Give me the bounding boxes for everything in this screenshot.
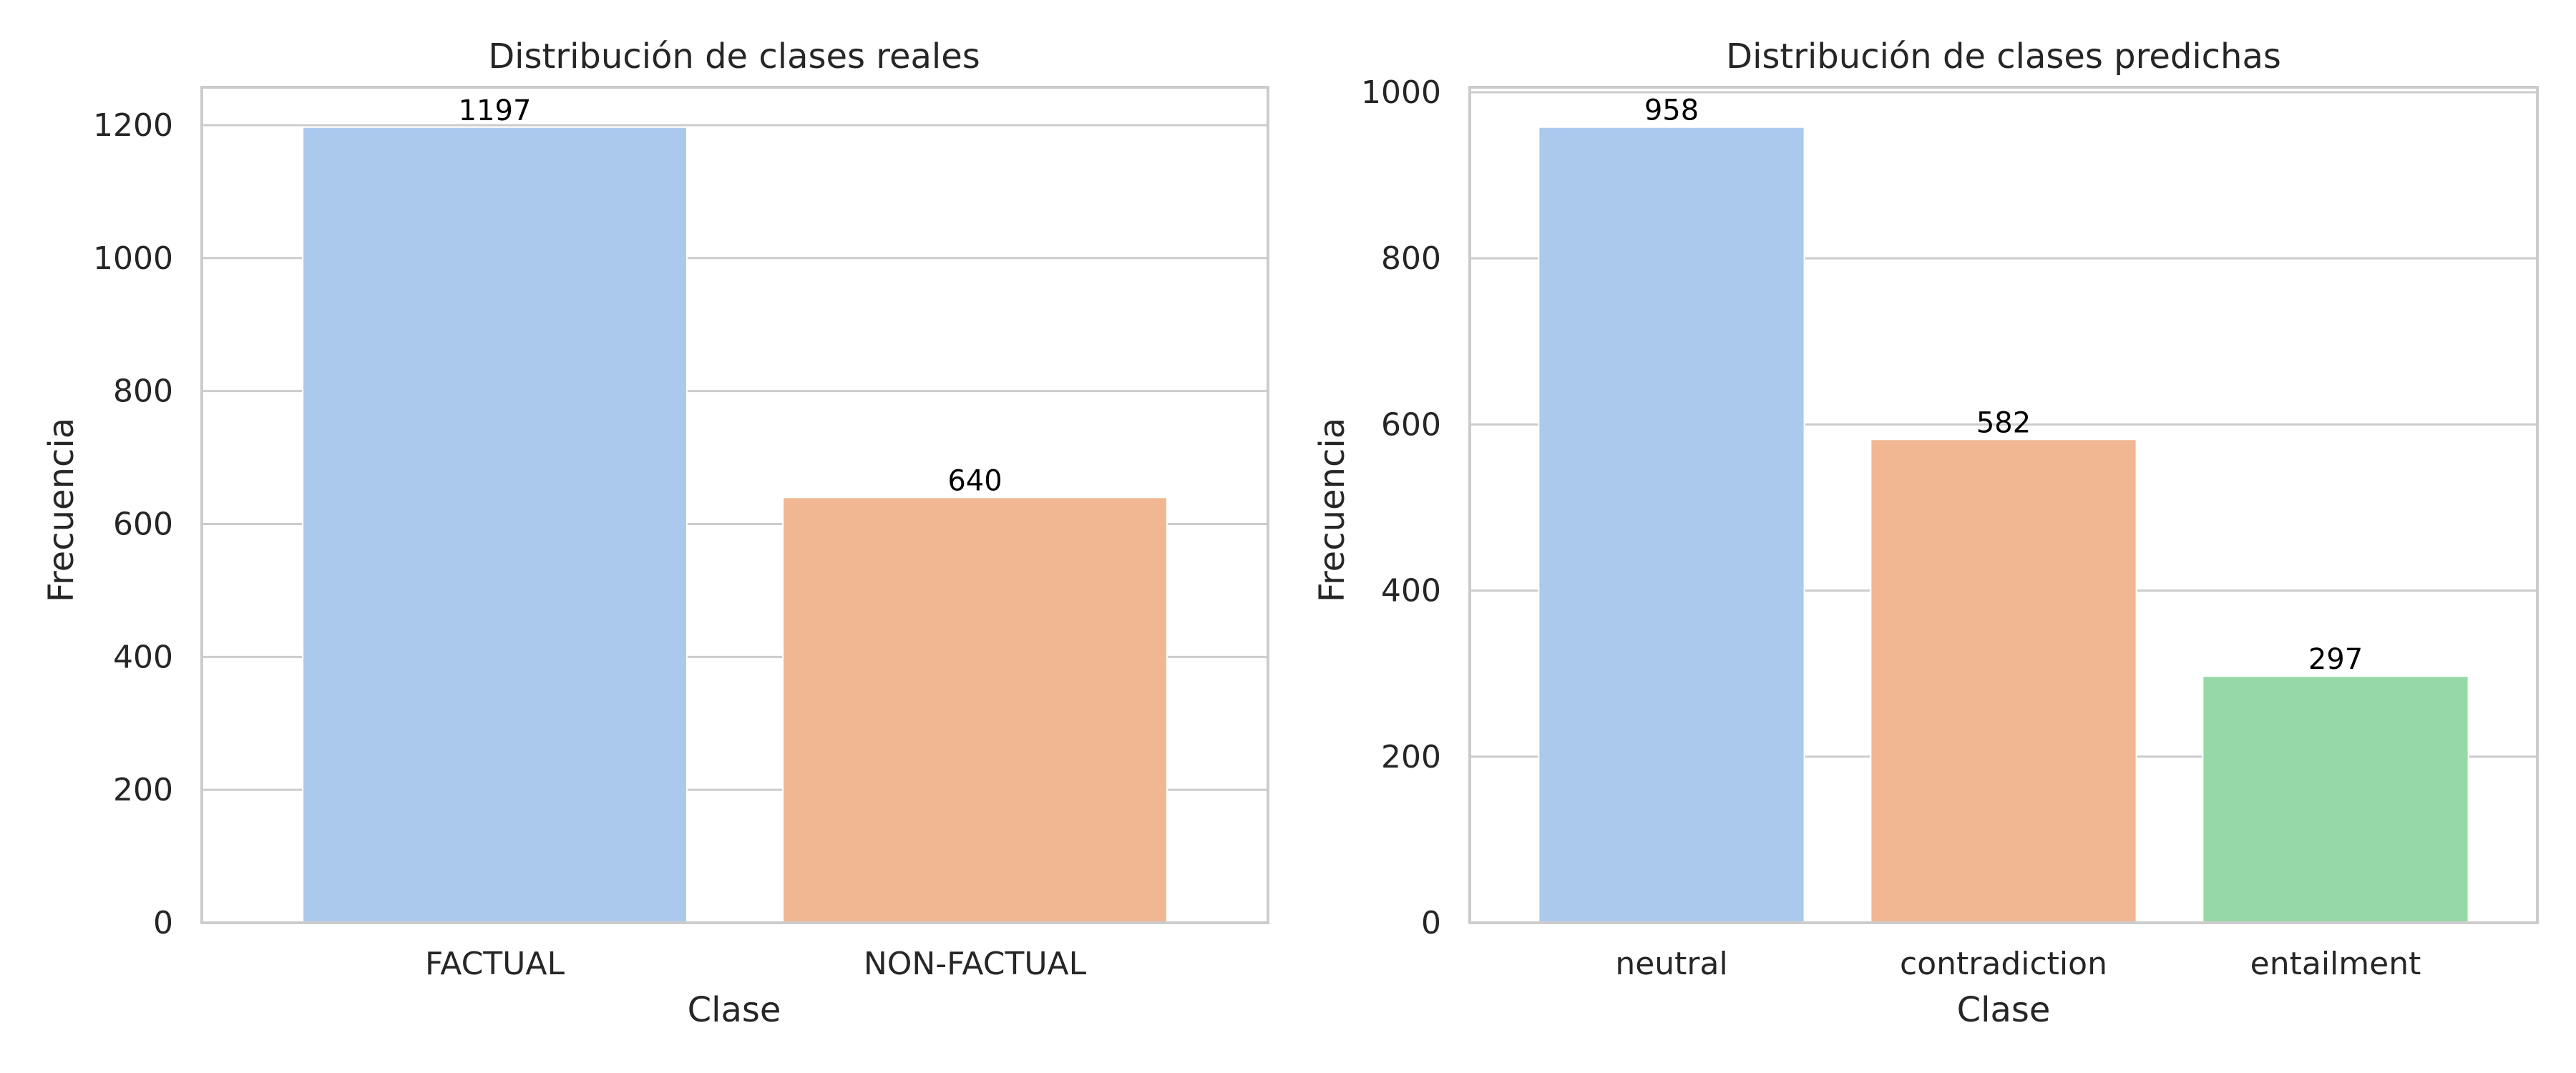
y-tick-label: 200 <box>113 772 173 808</box>
y-tick-label: 0 <box>1421 905 1441 941</box>
plot-frame <box>200 86 1269 924</box>
bar-value-label: 297 <box>2308 643 2363 676</box>
chart-panel-real-classes: Distribución de clases reales Clase Frec… <box>42 36 1269 1030</box>
y-tick-label: 400 <box>1381 573 1441 609</box>
x-axis-label: Clase <box>688 990 781 1030</box>
chart-panel-predicted-classes: Distribución de clases predichas Clase F… <box>1312 36 2539 1030</box>
x-axis-label: Clase <box>1957 990 2051 1030</box>
y-tick-label: 1200 <box>93 107 173 144</box>
bar-value-label: 1197 <box>459 94 532 127</box>
bar-neutral <box>1538 126 1805 924</box>
bar-entailment <box>2202 675 2469 923</box>
y-tick-label: 1000 <box>93 240 173 277</box>
y-tick-label: 800 <box>1381 240 1441 277</box>
bar-contradiction <box>1870 438 2137 923</box>
bar-value-label: 958 <box>1644 94 1699 127</box>
bar-value-label: 582 <box>1976 406 2031 439</box>
y-axis-label: Frecuencia <box>1312 418 1352 602</box>
y-tick-label: 400 <box>113 639 173 675</box>
bar-value-label: 640 <box>947 464 1002 497</box>
y-tick-label: 200 <box>1381 739 1441 775</box>
x-tick-label: entailment <box>2250 946 2421 982</box>
chart-title: Distribución de clases predichas <box>1726 36 2281 77</box>
y-axis-label: Frecuencia <box>42 418 82 602</box>
x-tick-label: neutral <box>1615 946 1727 982</box>
bar-factual <box>302 126 688 923</box>
bar-non-factual <box>782 496 1168 923</box>
y-tick-label: 600 <box>113 506 173 542</box>
x-tick-label: FACTUAL <box>425 946 565 982</box>
chart-title: Distribución de clases reales <box>488 36 980 77</box>
x-tick-label: NON-FACTUAL <box>864 946 1087 982</box>
y-tick-label: 1000 <box>1361 74 1441 111</box>
plot-frame <box>1468 86 2539 924</box>
y-tick-label: 0 <box>153 905 173 941</box>
y-tick-label: 800 <box>113 373 173 410</box>
y-tick-label: 600 <box>1381 406 1441 443</box>
x-tick-label: contradiction <box>1900 946 2107 982</box>
